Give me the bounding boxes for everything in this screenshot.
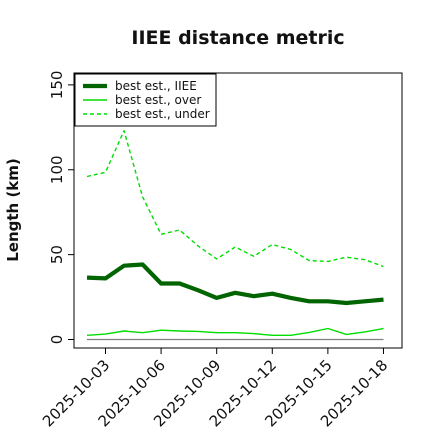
legend-label: best est., IIEE (115, 79, 197, 93)
plot-frame (73, 72, 403, 349)
series-line-best-est-over (86, 327, 384, 336)
x-axis: 2025-10-032025-10-062025-10-092025-10-12… (39, 348, 391, 430)
y-tick-label: 0 (48, 335, 66, 345)
y-axis: 0 50 100 150 (48, 71, 74, 345)
series-line-best-est-under (86, 129, 384, 268)
chart-title: IIEE distance metric (131, 27, 344, 49)
y-tick-label: 100 (48, 155, 66, 184)
legend-label: best est., under (115, 107, 210, 121)
y-axis-label: Length (km) (4, 158, 22, 262)
series-group (86, 129, 384, 341)
legend-label: best est., over (115, 93, 201, 107)
series-line-best-est-iiee (86, 262, 384, 306)
y-tick-label: 50 (48, 245, 66, 264)
y-tick-label: 150 (48, 71, 66, 100)
